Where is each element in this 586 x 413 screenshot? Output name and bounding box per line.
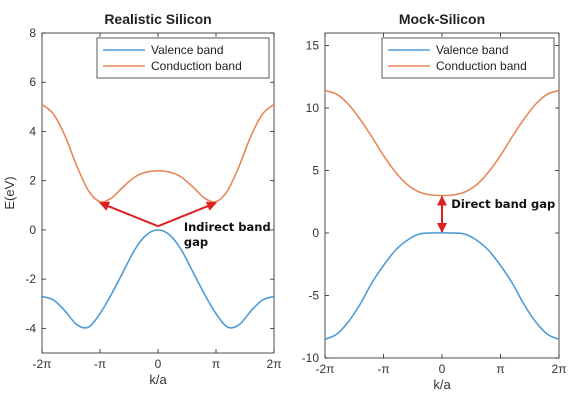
legend-label: Valence band [436, 43, 509, 57]
annotation-text-line1: Direct band gap [451, 197, 555, 211]
chart-title: Mock-Silicon [399, 11, 485, 27]
y-axis-label: E(eV) [2, 176, 17, 209]
legend: Valence band Conduction band [381, 37, 555, 79]
annotation-text-line1: Indirect band [184, 220, 271, 234]
y-tick-label: -5 [308, 289, 319, 303]
y-tick-label: 0 [29, 223, 36, 237]
legend-label: Valence band [151, 43, 224, 57]
x-tick-label: -π [377, 362, 389, 376]
x-tick-label: 0 [439, 362, 446, 376]
y-tick-label: -10 [302, 351, 320, 365]
gap-arrow-right [157, 201, 217, 228]
y-tick-label: 2 [29, 174, 36, 188]
legend-label: Conduction band [151, 59, 242, 73]
y-tick-label: 15 [306, 39, 320, 53]
axes-box [41, 32, 275, 354]
chart-panel-1: Realistic Silicon -4 -2 0 2 4 6 8 -2π -π 0 π 2π k/a E(… [2, 11, 281, 387]
x-tick-label: 2π [267, 357, 282, 371]
y-tick-label: 10 [306, 101, 320, 115]
series-line-valence [42, 229, 274, 329]
x-tick-label: 0 [155, 357, 162, 371]
chart-title: Realistic Silicon [104, 11, 211, 27]
y-tick-label: 0 [312, 226, 319, 240]
y-tick-label: 8 [29, 26, 36, 40]
x-tick-label: -π [94, 357, 106, 371]
series-line-conduction [325, 89, 559, 197]
y-tick-label: -4 [25, 321, 36, 335]
annotation-text-line2: gap [184, 235, 208, 249]
legend: Valence band Conduction band [96, 37, 270, 79]
legend-label: Conduction band [436, 59, 527, 73]
x-tick-label: -2π [316, 362, 335, 376]
x-tick-label: 2π [552, 362, 567, 376]
y-tick-label: -2 [25, 272, 36, 286]
series-line-conduction [42, 103, 274, 203]
x-tick-label: -2π [33, 357, 52, 371]
y-tick-label: 5 [312, 164, 319, 178]
legend-box [381, 37, 555, 79]
y-tick-label: 6 [29, 75, 36, 89]
gap-arrow-left [99, 201, 159, 228]
chart-panel-2: Mock-Silicon -10 -5 0 5 10 15 -2π -π 0 π 2π k/a Valen… [302, 11, 567, 392]
legend-box [96, 37, 270, 79]
x-axis-label: k/a [149, 372, 167, 387]
x-axis-label: k/a [433, 377, 451, 392]
y-tick-label: 4 [29, 124, 36, 138]
x-tick-label: π [496, 362, 504, 376]
series-line-valence [325, 232, 559, 340]
band-gap-annotation: Direct band gap [437, 195, 555, 233]
x-tick-label: π [212, 357, 220, 371]
